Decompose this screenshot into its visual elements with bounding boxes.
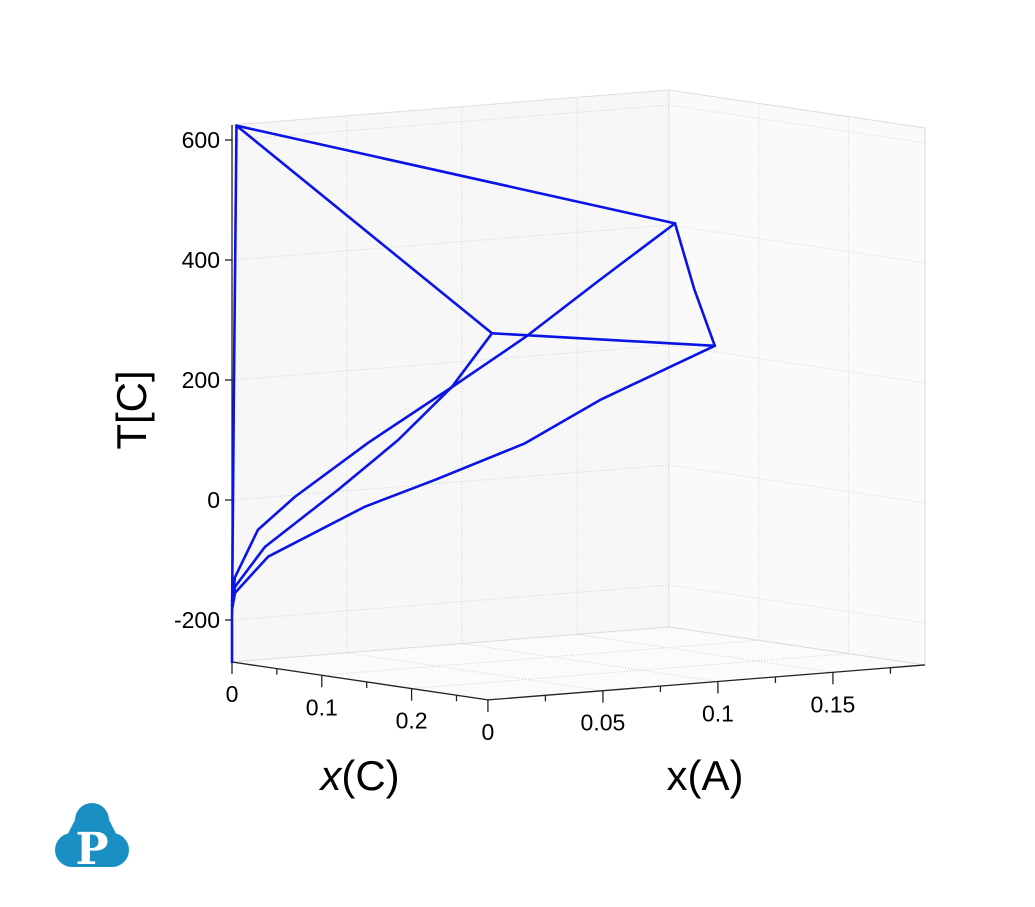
phase-boundary-curve-6 xyxy=(230,222,677,602)
xc-tick-label: 0 xyxy=(226,681,239,707)
phase-boundary-curve-8 xyxy=(230,344,717,612)
grid-line-t xyxy=(231,464,670,501)
xa-tick-label: 0.15 xyxy=(811,691,856,717)
grid-line-xc xyxy=(411,653,849,690)
grid-line-t xyxy=(231,344,670,381)
xc-tick-label: 0.2 xyxy=(396,708,428,734)
grid-line-t xyxy=(668,584,926,624)
phase-boundary-curve-7 xyxy=(230,332,494,607)
xa-tick-label: 0 xyxy=(482,719,495,745)
grid-line-xa xyxy=(346,652,604,692)
phase-boundary-curve-1 xyxy=(230,124,238,664)
grid-line-xa xyxy=(576,633,834,673)
xa-axis-line xyxy=(487,664,925,701)
logo-letter: P xyxy=(75,824,108,875)
grid-line-t xyxy=(668,104,926,144)
grid-line-t xyxy=(231,584,670,621)
xc-axis-label: x(C) xyxy=(318,752,399,799)
phase-boundary-curve-5 xyxy=(673,222,717,348)
t-tick-label: 200 xyxy=(182,367,220,393)
logo: P xyxy=(55,803,129,875)
t-tick-label: -200 xyxy=(174,607,220,633)
t-tick-label: 0 xyxy=(207,487,220,513)
grid-line-t xyxy=(231,224,670,261)
logo-cloud-icon xyxy=(55,803,129,867)
xa-tick-label: 0.05 xyxy=(581,710,626,736)
xc-tick-label: 0.1 xyxy=(306,694,338,720)
grid-line-t xyxy=(668,224,926,264)
xa-tick-label: 0.1 xyxy=(702,701,734,727)
t-axis-label: T[C] xyxy=(108,370,155,449)
phase-boundary-curve-2 xyxy=(235,124,677,225)
t-tick-label: 400 xyxy=(182,247,220,273)
grid-line-t xyxy=(668,464,926,504)
grid-line-xc xyxy=(321,639,759,676)
grid-line-t xyxy=(668,344,926,384)
t-tick-label: 600 xyxy=(182,127,220,153)
grid-line-t xyxy=(231,104,670,141)
xa-axis-label: x(A) xyxy=(667,752,744,799)
phase-boundary-curve-3 xyxy=(235,124,494,335)
grid-line-xa xyxy=(461,643,719,682)
xc-axis-line xyxy=(231,661,489,701)
